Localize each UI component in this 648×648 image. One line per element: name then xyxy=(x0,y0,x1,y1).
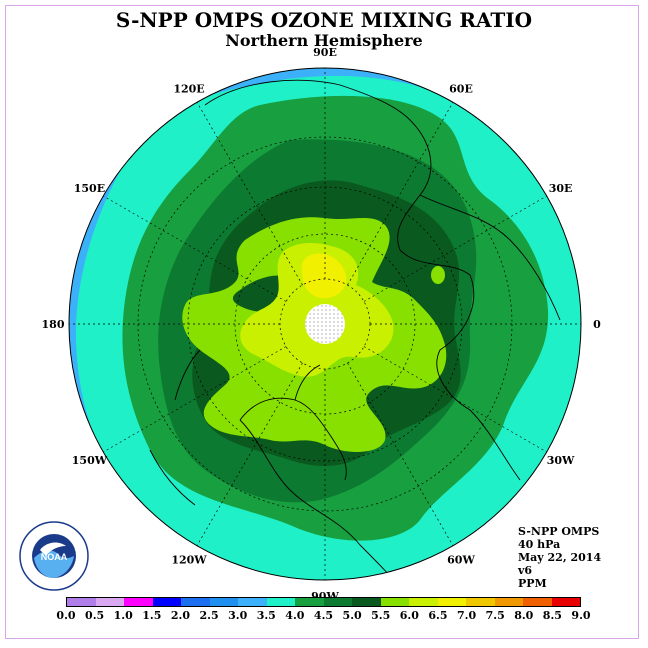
colorbar-swatch xyxy=(209,598,238,606)
colorbar-swatch xyxy=(551,598,580,606)
colorbar-swatch xyxy=(380,598,409,606)
colorbar-swatch xyxy=(494,598,523,606)
longitude-label: 180 xyxy=(42,318,65,331)
colorbar-swatch xyxy=(181,598,210,606)
colorbar-swatch xyxy=(152,598,181,606)
colorbar-swatch xyxy=(323,598,352,606)
meridian-line xyxy=(347,102,454,286)
map-title: S-NPP OMPS OZONE MIXING RATIO xyxy=(115,8,533,32)
band-5-5-island xyxy=(431,266,445,284)
meridian-line xyxy=(103,346,287,453)
map-boundary xyxy=(68,67,582,581)
info-level: 40 hPa xyxy=(518,538,561,551)
longitude-label: 30W xyxy=(547,454,575,467)
info-instrument: S-NPP OMPS xyxy=(518,525,600,538)
colorbar-tick-label: 7.5 xyxy=(485,609,505,622)
info-version: v6 xyxy=(518,564,533,577)
meridian-line xyxy=(363,346,547,453)
colorbar-swatch xyxy=(437,598,466,606)
colorbar-swatch xyxy=(523,598,552,606)
colorbar-tick-label: 2.0 xyxy=(170,609,191,622)
colorbar-swatch xyxy=(466,598,495,606)
meridian-line xyxy=(363,195,547,302)
colorbar-tick-label: 1.5 xyxy=(142,609,162,622)
colorbar-tick-label: 0.5 xyxy=(85,609,105,622)
colorbar-swatch xyxy=(352,598,381,606)
longitude-label: 30E xyxy=(549,182,573,195)
colorbar-swatch xyxy=(124,598,153,606)
colorbar-swatch xyxy=(67,598,96,606)
colorbar-tick-label: 5.0 xyxy=(342,609,362,622)
colorbar-tick-label: 3.0 xyxy=(228,609,248,622)
info-block: S-NPP OMPS 40 hPa May 22, 2014 v6 PPM xyxy=(518,525,601,590)
longitude-label: 60E xyxy=(449,82,473,95)
polar-no-data xyxy=(305,304,345,344)
longitude-label: 150E xyxy=(74,182,105,195)
longitude-label: 150W xyxy=(72,454,108,467)
colorbar-ticks: 0.0 0.5 1.0 1.5 2.0 2.5 3.0 3.5 4.0 4.5 5.0 5.5 6.0 6… xyxy=(0,609,648,623)
longitude-label: 60W xyxy=(447,554,475,567)
colorbar-tick-label: 9.0 xyxy=(571,609,591,622)
colorbar-tick-label: 1.0 xyxy=(113,609,133,622)
colorbar-swatch xyxy=(295,598,324,606)
coastlines xyxy=(149,79,561,580)
colorbar-tick-label: 4.5 xyxy=(313,609,334,622)
colorbar-tick-label: 6.5 xyxy=(428,609,448,622)
band-6-5 xyxy=(301,253,347,299)
colorbar-tick-label: 8.5 xyxy=(542,609,562,622)
colorbar-tick-label: 2.5 xyxy=(199,609,219,622)
info-date: May 22, 2014 xyxy=(518,551,602,564)
colorbar-tick-label: 4.0 xyxy=(285,609,305,622)
colorbar-tick-label: 0.0 xyxy=(56,609,76,622)
longitude-label: 120W xyxy=(171,554,207,567)
longitude-label: 0 xyxy=(593,318,601,331)
meridian-line xyxy=(103,195,287,302)
meridian-line xyxy=(196,102,303,286)
meridian-line xyxy=(196,362,303,546)
colorbar-tick-label: 3.5 xyxy=(256,609,276,622)
colorbar xyxy=(66,597,581,607)
longitude-label: 120E xyxy=(173,82,204,95)
map-subtitle: Northern Hemisphere xyxy=(225,31,423,50)
longitude-label: 90E xyxy=(313,46,337,59)
meridian-lines xyxy=(69,68,581,580)
colorbar-tick-label: 7.0 xyxy=(456,609,477,622)
colorbar-tick-label: 8.0 xyxy=(514,609,534,622)
colorbar-tick-label: 5.5 xyxy=(371,609,391,622)
colorbar-swatch xyxy=(238,598,267,606)
info-units: PPM xyxy=(518,577,547,590)
colorbar-swatch xyxy=(95,598,124,606)
colorbar-swatch xyxy=(266,598,295,606)
image-frame xyxy=(5,5,639,639)
colorbar-tick-label: 6.0 xyxy=(399,609,419,622)
meridian-line xyxy=(347,362,454,546)
noaa-logo: NOAA xyxy=(19,521,89,591)
colorbar-swatch xyxy=(409,598,438,606)
noaa-logo-text: NOAA xyxy=(41,552,68,562)
